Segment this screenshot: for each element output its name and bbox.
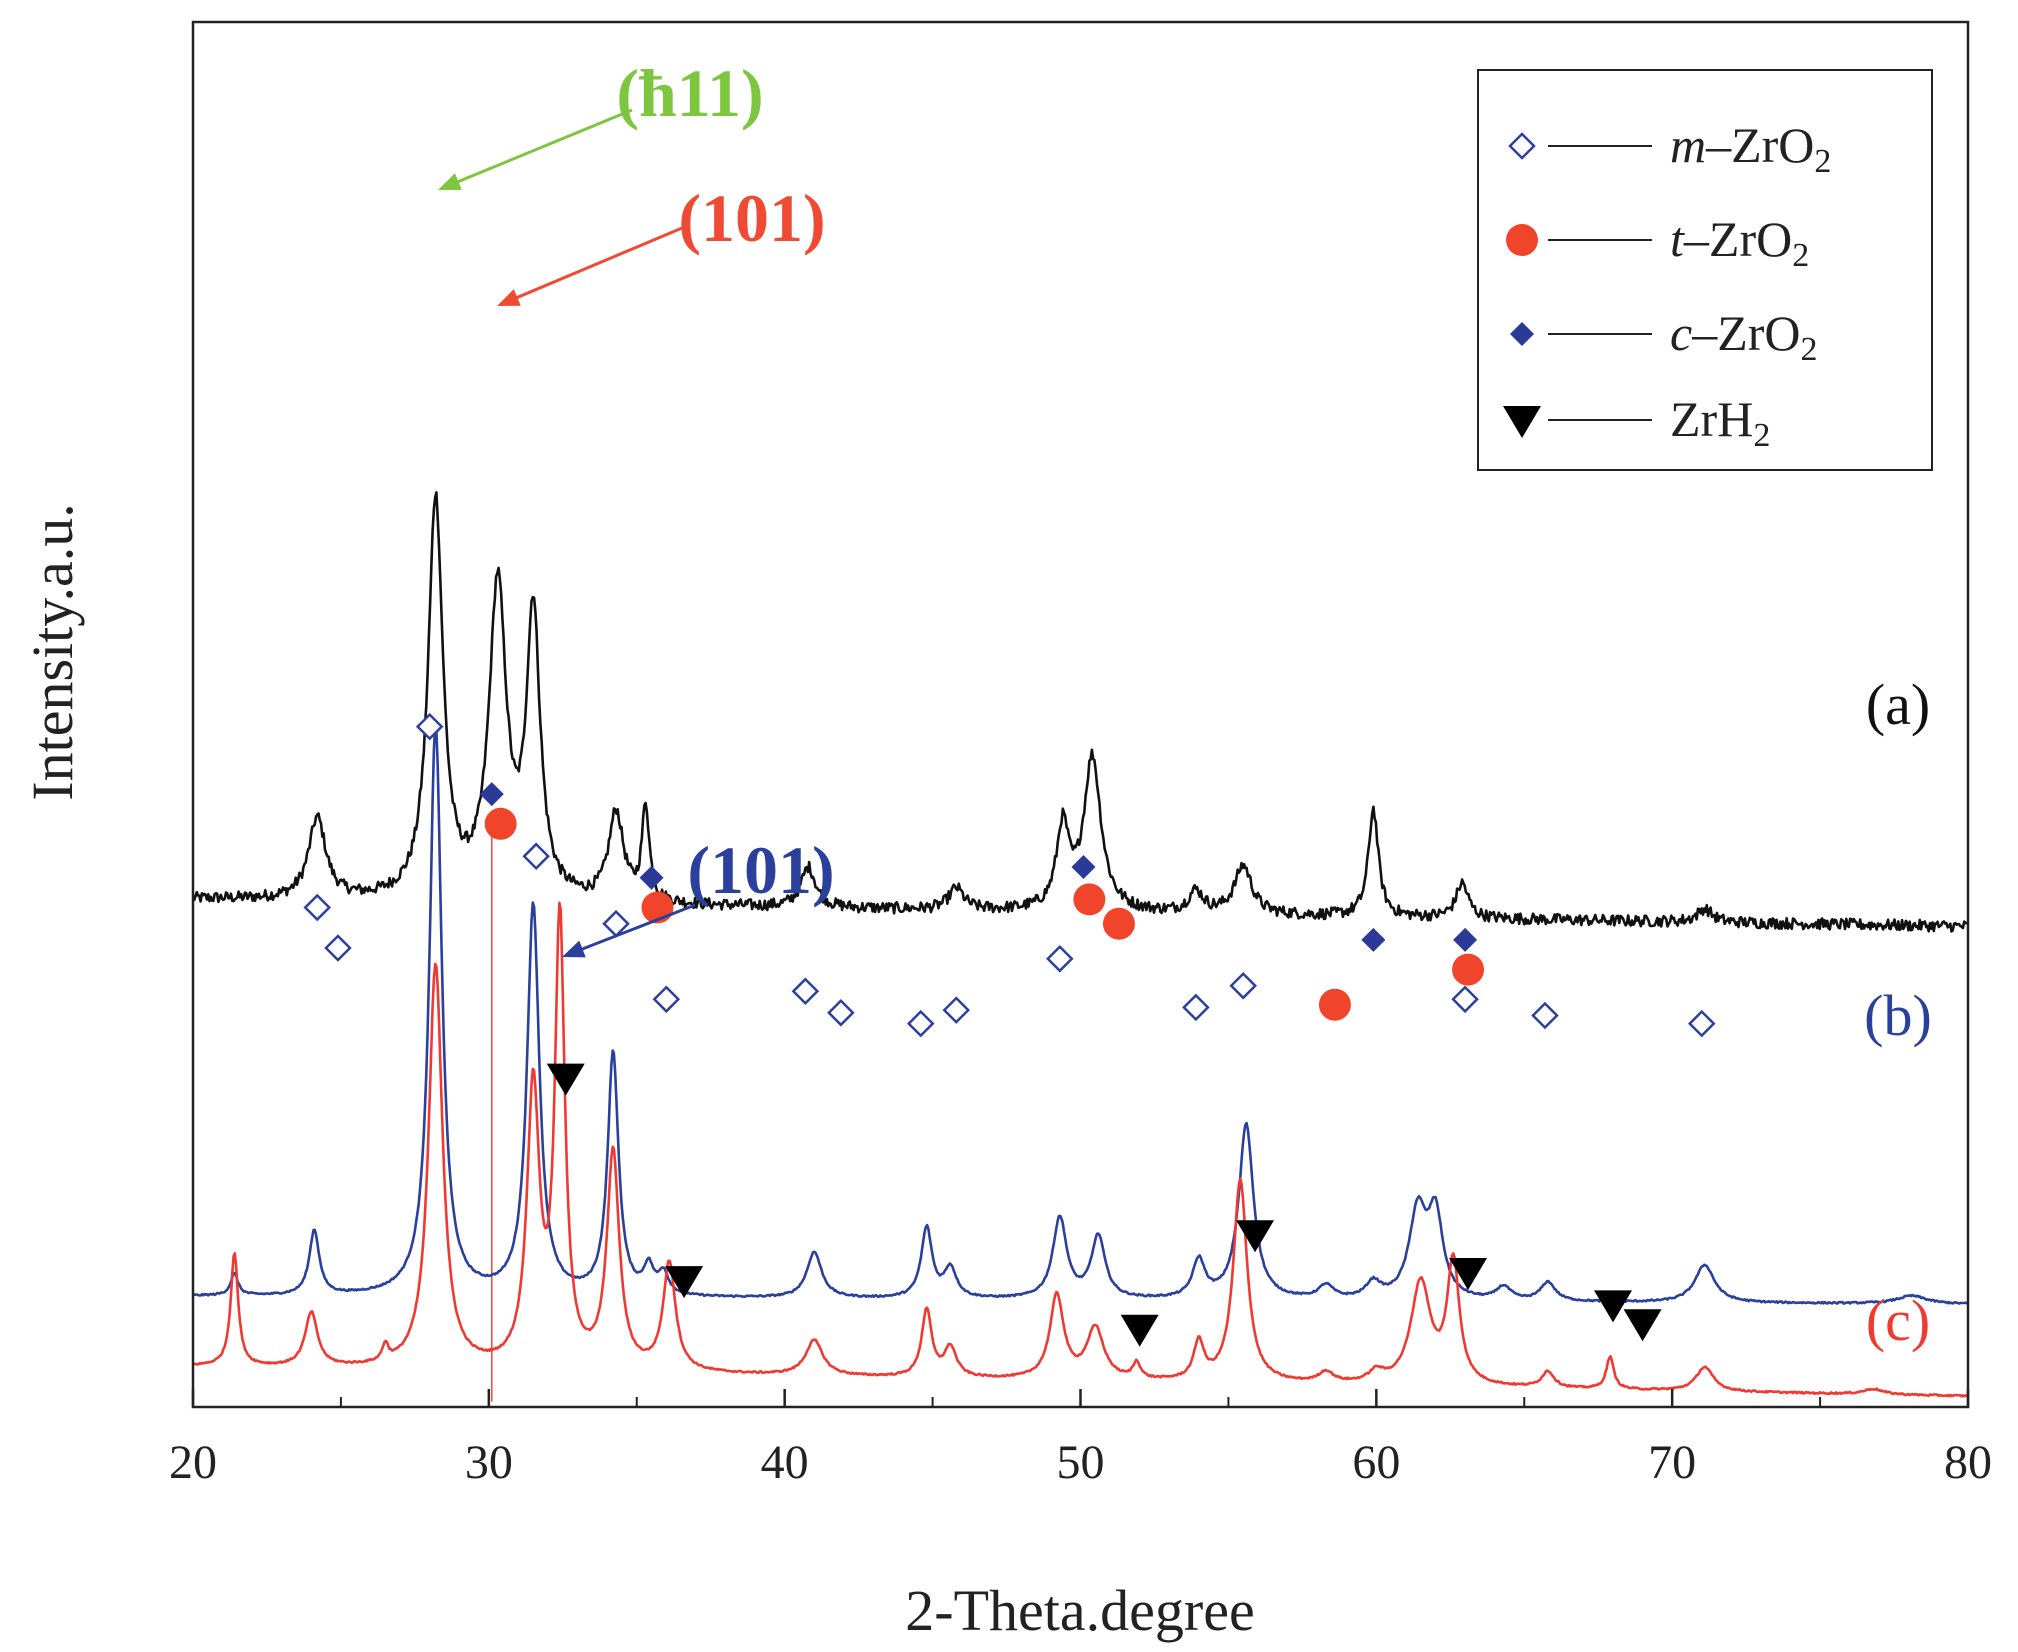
- marker-filled-diamond: [1361, 927, 1386, 952]
- marker-filled-diamond: [639, 865, 664, 890]
- marker-open-diamond: [415, 712, 444, 741]
- annotation-arrow: [509, 226, 683, 302]
- marker-open-diamond: [522, 842, 550, 870]
- legend-marker-open-diamond: [1508, 132, 1536, 160]
- marker-filled-triangle-down: [1236, 1220, 1275, 1253]
- series-label-0: (a): [1866, 672, 1930, 737]
- marker-filled-triangle-down: [1449, 1258, 1488, 1290]
- marker-filled-triangle-down: [1623, 1309, 1662, 1342]
- series-line-b: [193, 722, 1968, 1305]
- marker-open-diamond: [324, 934, 352, 962]
- peak-annotation-1: (101): [678, 180, 825, 256]
- marker-filled-triangle-down: [1594, 1290, 1632, 1323]
- series-line-a: [193, 491, 1968, 933]
- series-label-1: (b): [1864, 983, 1932, 1048]
- marker-open-diamond: [906, 1009, 935, 1038]
- x-tick-label: 50: [1057, 1436, 1105, 1489]
- marker-open-diamond: [1046, 945, 1074, 973]
- x-tick-label: 30: [465, 1436, 513, 1489]
- legend-marker-filled-diamond: [1510, 322, 1534, 346]
- marker-open-diamond: [942, 996, 971, 1024]
- peak-annotation-0: (ħ11): [616, 55, 763, 131]
- legend-marker-filled-triangle-down: [1503, 406, 1541, 438]
- marker-filled-circle: [1318, 988, 1351, 1021]
- marker-open-diamond: [1687, 1009, 1716, 1038]
- marker-open-diamond: [1451, 985, 1479, 1014]
- annotation-arrow-head: [497, 289, 521, 306]
- legend-label: m–ZrO2: [1670, 117, 1831, 180]
- marker-open-diamond: [827, 999, 855, 1027]
- marker-open-diamond: [303, 893, 332, 922]
- marker-filled-circle: [1452, 953, 1485, 986]
- x-tick-label: 20: [169, 1436, 217, 1489]
- annotation-arrow-head: [438, 173, 462, 190]
- x-tick-label: 40: [761, 1436, 809, 1489]
- marker-filled-circle: [1073, 883, 1106, 916]
- y-axis-label: Intensity.a.u.: [20, 503, 85, 800]
- legend-label: c–ZrO2: [1670, 305, 1818, 368]
- legend-box: [1477, 69, 1933, 471]
- x-tick-label: 80: [1944, 1436, 1992, 1489]
- series-line-c: [193, 901, 1968, 1398]
- x-tick-label: 60: [1352, 1436, 1400, 1489]
- annotation-arrow: [450, 108, 633, 187]
- marker-open-diamond: [1229, 972, 1257, 1000]
- marker-filled-diamond: [479, 782, 504, 807]
- x-axis-label: 2-Theta.degree: [905, 1578, 1254, 1643]
- marker-open-diamond: [652, 985, 681, 1014]
- marker-filled-circle: [1102, 907, 1135, 940]
- legend: m–ZrO2 t–ZrO2 c–ZrO2 ZrH2: [1477, 69, 1933, 471]
- x-tick-label: 70: [1648, 1436, 1696, 1489]
- marker-open-diamond: [1531, 1001, 1559, 1030]
- marker-open-diamond: [791, 977, 820, 1005]
- marker-filled-triangle-down: [665, 1266, 704, 1299]
- series-label-2: (c): [1866, 1288, 1930, 1353]
- marker-filled-circle: [484, 807, 517, 840]
- marker-filled-triangle-down: [1120, 1314, 1159, 1347]
- legend-label: t–ZrO2: [1670, 211, 1809, 274]
- marker-open-diamond: [1182, 993, 1210, 1022]
- legend-label: ZrH2: [1670, 391, 1770, 454]
- annotation-arrow: [574, 903, 696, 954]
- marker-filled-triangle-down: [546, 1063, 585, 1096]
- marker-filled-diamond: [1453, 927, 1478, 952]
- marker-filled-diamond: [1071, 855, 1096, 879]
- annotation-arrow-head: [562, 940, 586, 958]
- peak-annotation-2: (101): [687, 832, 834, 908]
- legend-marker-filled-circle: [1506, 224, 1538, 256]
